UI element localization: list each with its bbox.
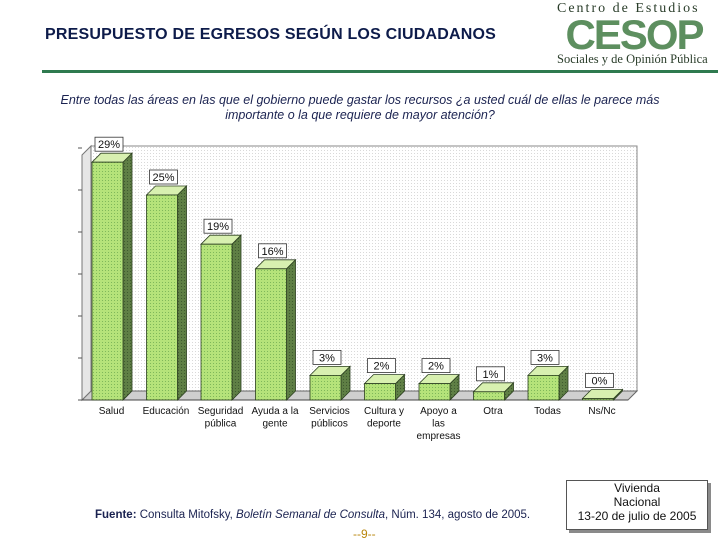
survey-question: Entre todas las áreas en las que el gobi…	[60, 93, 660, 122]
bar-value-box	[203, 218, 233, 234]
bar-value-box	[312, 349, 342, 365]
category-label: gente	[262, 419, 287, 430]
category-label: Servicios	[309, 406, 350, 417]
bar	[527, 365, 569, 401]
bar	[309, 365, 351, 401]
category-label: Apoyo a	[420, 406, 457, 417]
bar-value-text: 25%	[152, 172, 174, 184]
bar-value-text: 1%	[483, 369, 499, 381]
category-label: empresas	[417, 431, 461, 442]
category-label: Ayuda a la	[251, 406, 299, 417]
bar-front	[527, 374, 560, 401]
bar-value-label: 25%	[149, 169, 178, 185]
survey-line-3: 13-20 de julio de 2005	[577, 509, 697, 523]
bar	[363, 373, 406, 401]
source-text-2: , Núm. 134, agosto de 2005.	[385, 509, 531, 521]
logo-mark-text: CESOP	[565, 16, 703, 52]
bar-value-box	[258, 243, 287, 259]
bar-value-box	[94, 136, 124, 152]
bar-front	[582, 398, 614, 401]
category-label: deporte	[367, 419, 401, 430]
bar-side	[231, 234, 242, 401]
chart-side-wall	[81, 144, 92, 402]
bar-value-text: 16%	[261, 246, 283, 258]
bar-value-text: 19%	[207, 221, 229, 233]
category-label: Salud	[99, 406, 125, 417]
logo-bottom-text: Sociales y de Opinión Pública	[557, 52, 708, 66]
bar	[418, 373, 460, 401]
category-label: Educación	[143, 406, 190, 417]
page-title: PRESUPUESTO DE EGRESOS SEGÚN LOS CIUDADA…	[45, 26, 497, 43]
bar-value-text: 3%	[537, 352, 553, 364]
bar-side	[177, 185, 187, 401]
bar-front	[364, 383, 396, 401]
bar	[472, 381, 515, 401]
cesop-logo: Centro de Estudios CESOP Sociales y de O…	[549, 0, 720, 70]
bar-side	[286, 258, 296, 401]
source-label: Fuente:	[95, 509, 137, 521]
source-note: Fuente: Consulta Mitofsky, Boletín Seman…	[95, 509, 530, 521]
header-divider	[42, 70, 718, 73]
category-label: pública	[205, 419, 237, 430]
source-publication: Boletín Semanal de Consulta	[236, 509, 385, 521]
bar-value-label: 3%	[530, 349, 560, 365]
survey-line-1: Vivienda	[614, 481, 660, 495]
bar-value-text: 0%	[592, 376, 608, 388]
page-number: --9--	[353, 527, 376, 541]
bar-value-label: 19%	[203, 218, 233, 234]
bar-value-label: 2%	[367, 358, 396, 374]
category-label: Ns/Nc	[588, 406, 615, 417]
bar-value-label: 2%	[421, 358, 451, 374]
category-label: Seguridad	[198, 406, 244, 417]
bar-value-text: 2%	[428, 361, 444, 373]
bar-front	[255, 268, 287, 401]
bar	[200, 234, 242, 401]
category-label: Cultura y	[364, 406, 404, 417]
bar-value-label: 29%	[94, 136, 124, 152]
category-label: las	[432, 419, 445, 430]
bar-value-text: 3%	[319, 352, 335, 364]
survey-line-2: Nacional	[613, 495, 661, 509]
logo-top-text: Centro de Estudios	[557, 1, 700, 16]
bar-value-label: 1%	[476, 366, 505, 382]
bar	[581, 388, 624, 401]
bar-side	[122, 152, 133, 401]
bar-value-box	[367, 358, 396, 374]
bar-value-box	[585, 373, 614, 388]
bar-value-label: 16%	[258, 243, 287, 259]
logo-mark: CESOP	[555, 16, 713, 52]
category-label: Otra	[483, 406, 503, 417]
survey-info-box: Vivienda Nacional 13-20 de julio de 2005	[566, 480, 708, 530]
bar-value-box	[149, 169, 178, 185]
bar-front	[473, 391, 505, 401]
source-text-1: Consulta Mitofsky,	[136, 509, 237, 521]
bar-front	[200, 243, 233, 401]
bar	[91, 152, 133, 401]
bar-value-box	[476, 366, 505, 382]
bar-front	[91, 161, 124, 401]
bar-value-text: 2%	[374, 361, 390, 373]
bar	[145, 185, 188, 401]
bar-value-label: 3%	[312, 349, 342, 365]
bar-front	[146, 194, 178, 401]
category-label: Todas	[534, 406, 561, 417]
bar-value-text: 29%	[98, 139, 120, 151]
bar-front	[418, 383, 451, 401]
bar-value-label: 0%	[585, 373, 614, 388]
bar-value-box	[421, 358, 451, 374]
bar	[254, 258, 297, 401]
bar-front	[309, 374, 342, 401]
bar-value-box	[530, 349, 560, 365]
category-label: públicos	[311, 419, 348, 430]
